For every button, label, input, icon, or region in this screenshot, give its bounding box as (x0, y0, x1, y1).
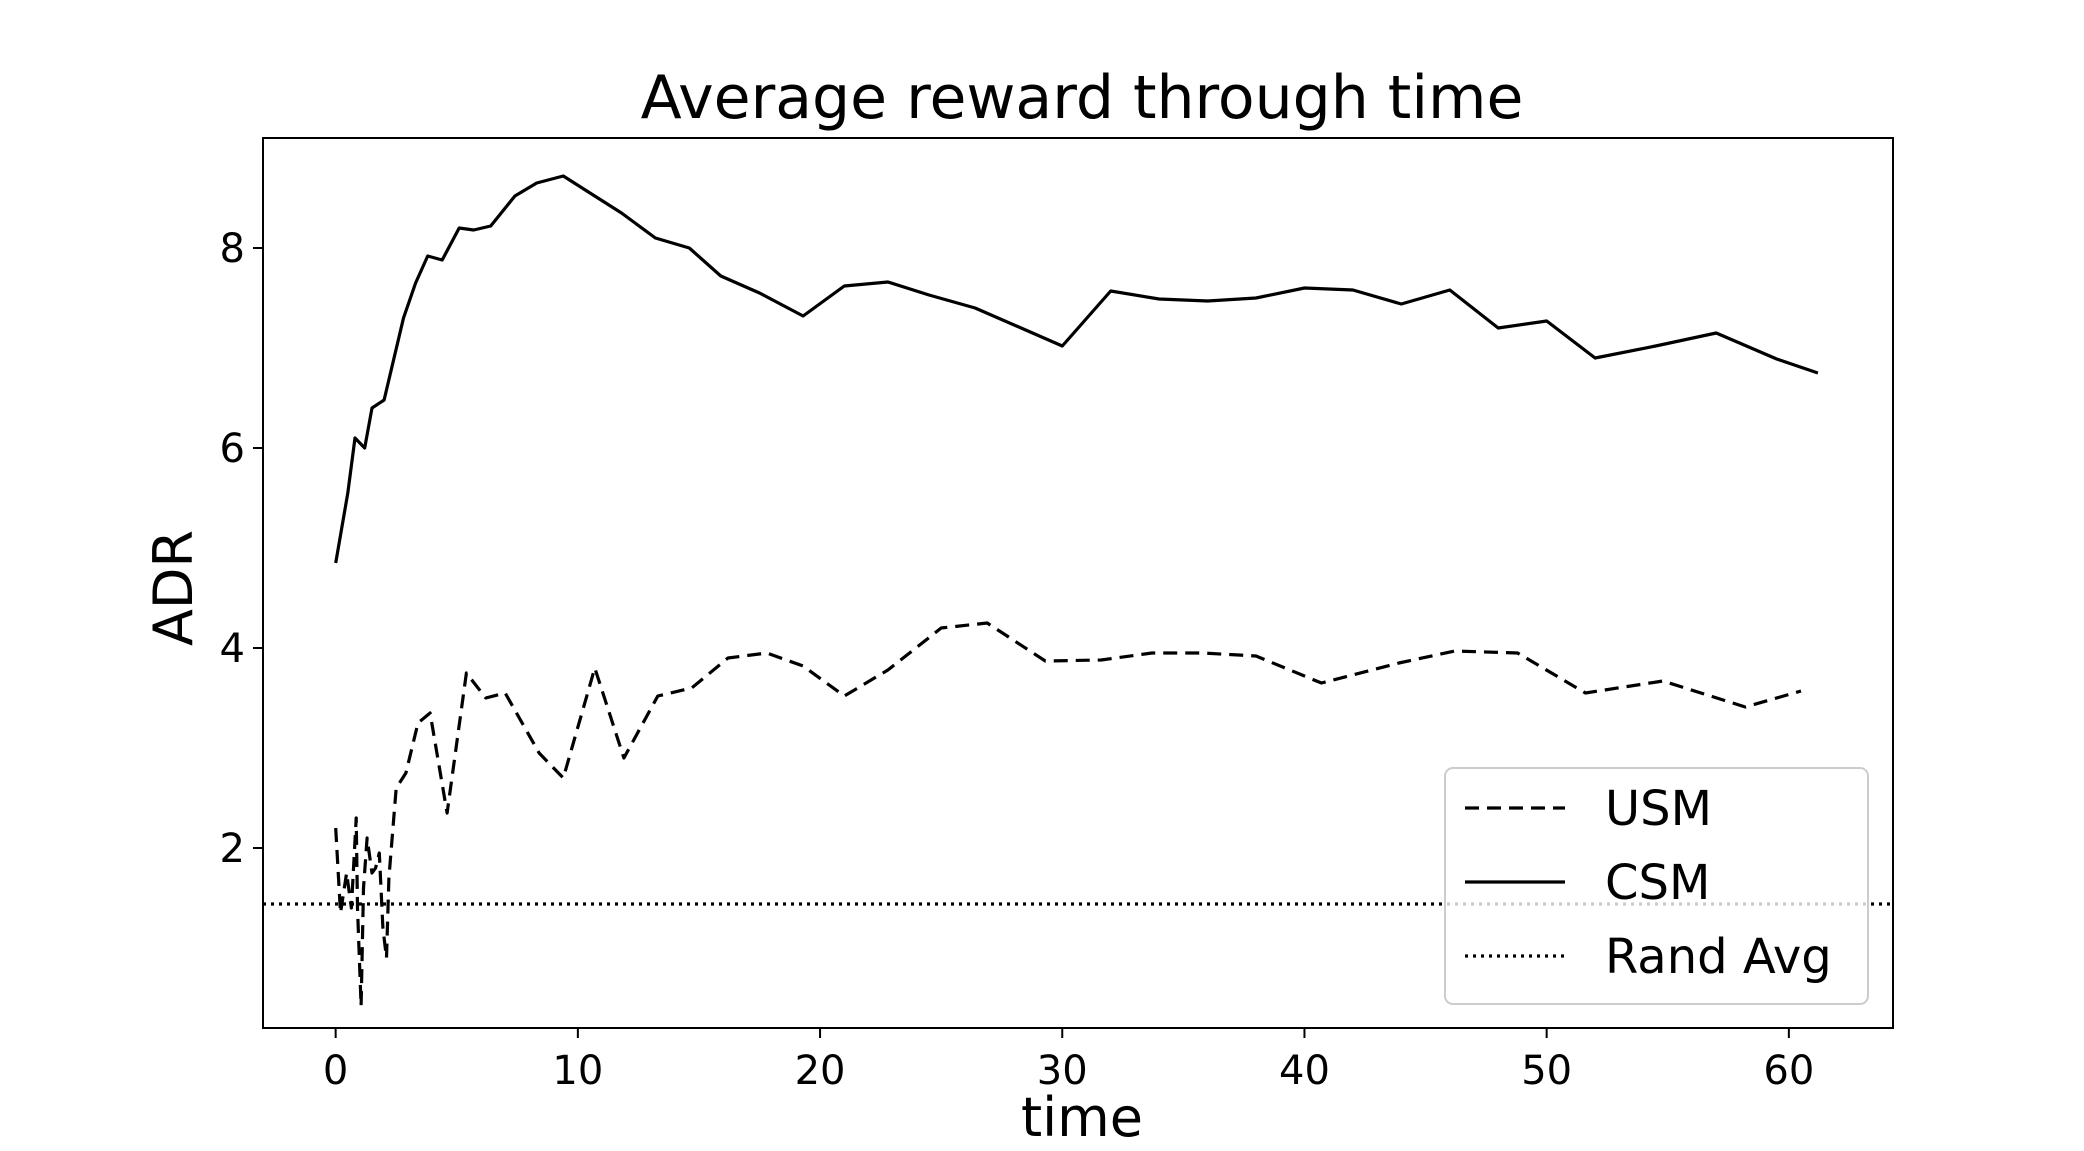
series-line-0 (334, 621, 1802, 1008)
plot-frame (262, 137, 1894, 1029)
x-tick-label: 30 (1037, 1048, 1088, 1094)
legend-label-1: CSM (1605, 855, 1710, 911)
series-line-1 (334, 174, 1819, 564)
series-lines (263, 174, 1893, 1008)
y-axis-ticks: 2 4 6 8 (220, 226, 263, 872)
legend-label-2: Rand Avg (1605, 929, 1832, 985)
y-axis-label: ADR (142, 530, 205, 646)
y-tick-label: 6 (220, 426, 245, 472)
x-tick-label: 0 (323, 1048, 348, 1094)
legend-box (1444, 767, 1869, 1005)
x-tick-label: 60 (1763, 1048, 1814, 1094)
chart-legend: USM CSM Rand Avg (1444, 767, 1869, 1005)
x-axis-ticks: 0 10 20 30 40 50 60 (323, 1028, 1814, 1094)
x-tick-label: 20 (795, 1048, 846, 1094)
x-tick-label: 50 (1521, 1048, 1572, 1094)
x-tick-label: 40 (1279, 1048, 1330, 1094)
chart-title: Average reward through time (641, 63, 1524, 133)
y-tick-label: 8 (220, 226, 245, 272)
y-tick-label: 2 (220, 826, 245, 872)
legend-label-0: USM (1605, 781, 1712, 837)
x-tick-label: 10 (552, 1048, 603, 1094)
x-axis-label: time (1021, 1086, 1143, 1146)
plot-area (262, 137, 1894, 1029)
y-tick-label: 4 (220, 626, 245, 672)
